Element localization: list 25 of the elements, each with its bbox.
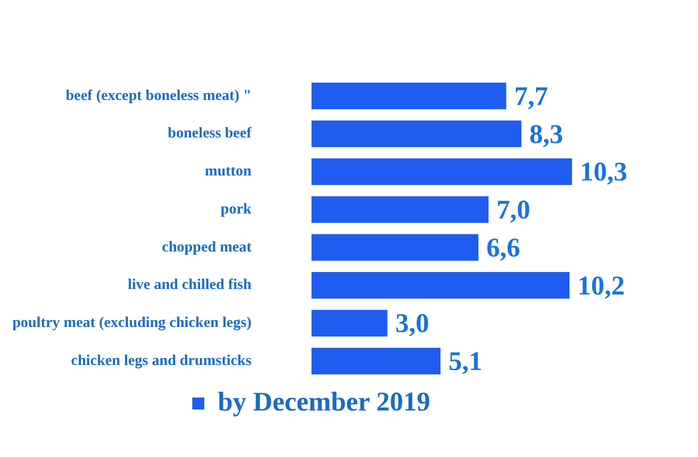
bar [312, 158, 572, 185]
bar [312, 82, 506, 110]
bar [312, 348, 440, 374]
y-tick-label: pork [220, 201, 252, 218]
data-label: 6,6 [486, 232, 520, 262]
data-label: 5,1 [448, 346, 482, 376]
y-tick-label: chopped meat [162, 239, 252, 256]
y-tick-label: live and chilled fish [128, 277, 252, 294]
legend-label: by December 2019 [218, 386, 430, 416]
y-tick-label: chicken legs and drumsticks [71, 352, 252, 369]
y-tick-label: beef (except boneless meat) " [66, 88, 252, 104]
data-label: 7,0 [496, 194, 530, 225]
data-label: 10,2 [577, 270, 625, 300]
bar [312, 310, 388, 336]
y-tick-label: boneless beef [168, 126, 252, 142]
y-tick-label: poultry meat (excluding chicken legs) [12, 315, 252, 332]
data-label: 7,7 [514, 80, 548, 111]
data-label: 3,0 [395, 308, 430, 338]
bar [312, 234, 478, 261]
bar [312, 120, 522, 148]
data-label: 8,3 [529, 118, 564, 149]
data-label: 10,3 [580, 156, 628, 187]
bar [312, 272, 570, 299]
y-tick-label: mutton [204, 164, 252, 180]
bar [312, 196, 489, 223]
